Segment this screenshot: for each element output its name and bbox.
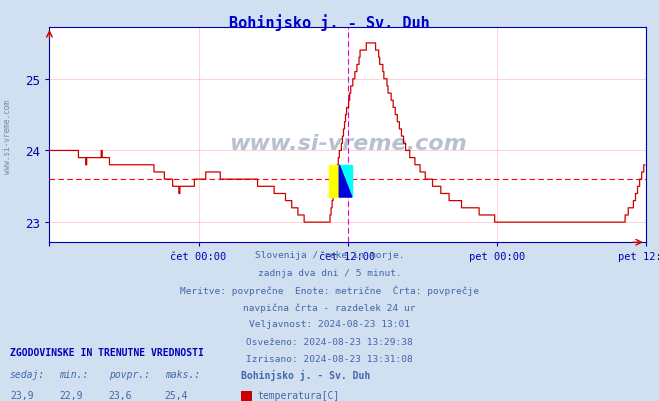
Text: www.si-vreme.com: www.si-vreme.com (3, 99, 13, 173)
Text: čet 12:00: čet 12:00 (320, 251, 376, 261)
Text: min.:: min.: (59, 369, 89, 379)
Text: navpična črta - razdelek 24 ur: navpična črta - razdelek 24 ur (243, 302, 416, 312)
Text: www.si-vreme.com: www.si-vreme.com (229, 134, 467, 154)
Text: sedaj:: sedaj: (10, 369, 45, 379)
Text: maks.:: maks.: (165, 369, 200, 379)
Text: Izrisano: 2024-08-23 13:31:08: Izrisano: 2024-08-23 13:31:08 (246, 354, 413, 363)
Bar (329, 165, 339, 198)
Text: povpr.:: povpr.: (109, 369, 150, 379)
Text: temperatura[C]: temperatura[C] (257, 390, 339, 400)
Text: Meritve: povprečne  Enote: metrične  Črta: povprečje: Meritve: povprečne Enote: metrične Črta:… (180, 285, 479, 296)
Text: Bohinjsko j. - Sv. Duh: Bohinjsko j. - Sv. Duh (241, 369, 370, 380)
Text: 23,9: 23,9 (10, 390, 34, 400)
Text: Slovenija / reke in morje.: Slovenija / reke in morje. (255, 251, 404, 259)
Text: 22,9: 22,9 (59, 390, 83, 400)
Text: Veljavnost: 2024-08-23 13:01: Veljavnost: 2024-08-23 13:01 (249, 320, 410, 328)
Polygon shape (339, 165, 352, 198)
Text: zadnja dva dni / 5 minut.: zadnja dva dni / 5 minut. (258, 268, 401, 277)
Text: ZGODOVINSKE IN TRENUTNE VREDNOSTI: ZGODOVINSKE IN TRENUTNE VREDNOSTI (10, 347, 204, 357)
Text: Bohinjsko j. - Sv. Duh: Bohinjsko j. - Sv. Duh (229, 14, 430, 31)
Text: Osveženo: 2024-08-23 13:29:38: Osveženo: 2024-08-23 13:29:38 (246, 337, 413, 346)
Text: 23,6: 23,6 (109, 390, 132, 400)
Polygon shape (339, 165, 352, 198)
Text: pet 00:00: pet 00:00 (469, 251, 525, 261)
Text: 25,4: 25,4 (165, 390, 188, 400)
Text: čet 00:00: čet 00:00 (171, 251, 227, 261)
Text: pet 12:00: pet 12:00 (617, 251, 659, 261)
